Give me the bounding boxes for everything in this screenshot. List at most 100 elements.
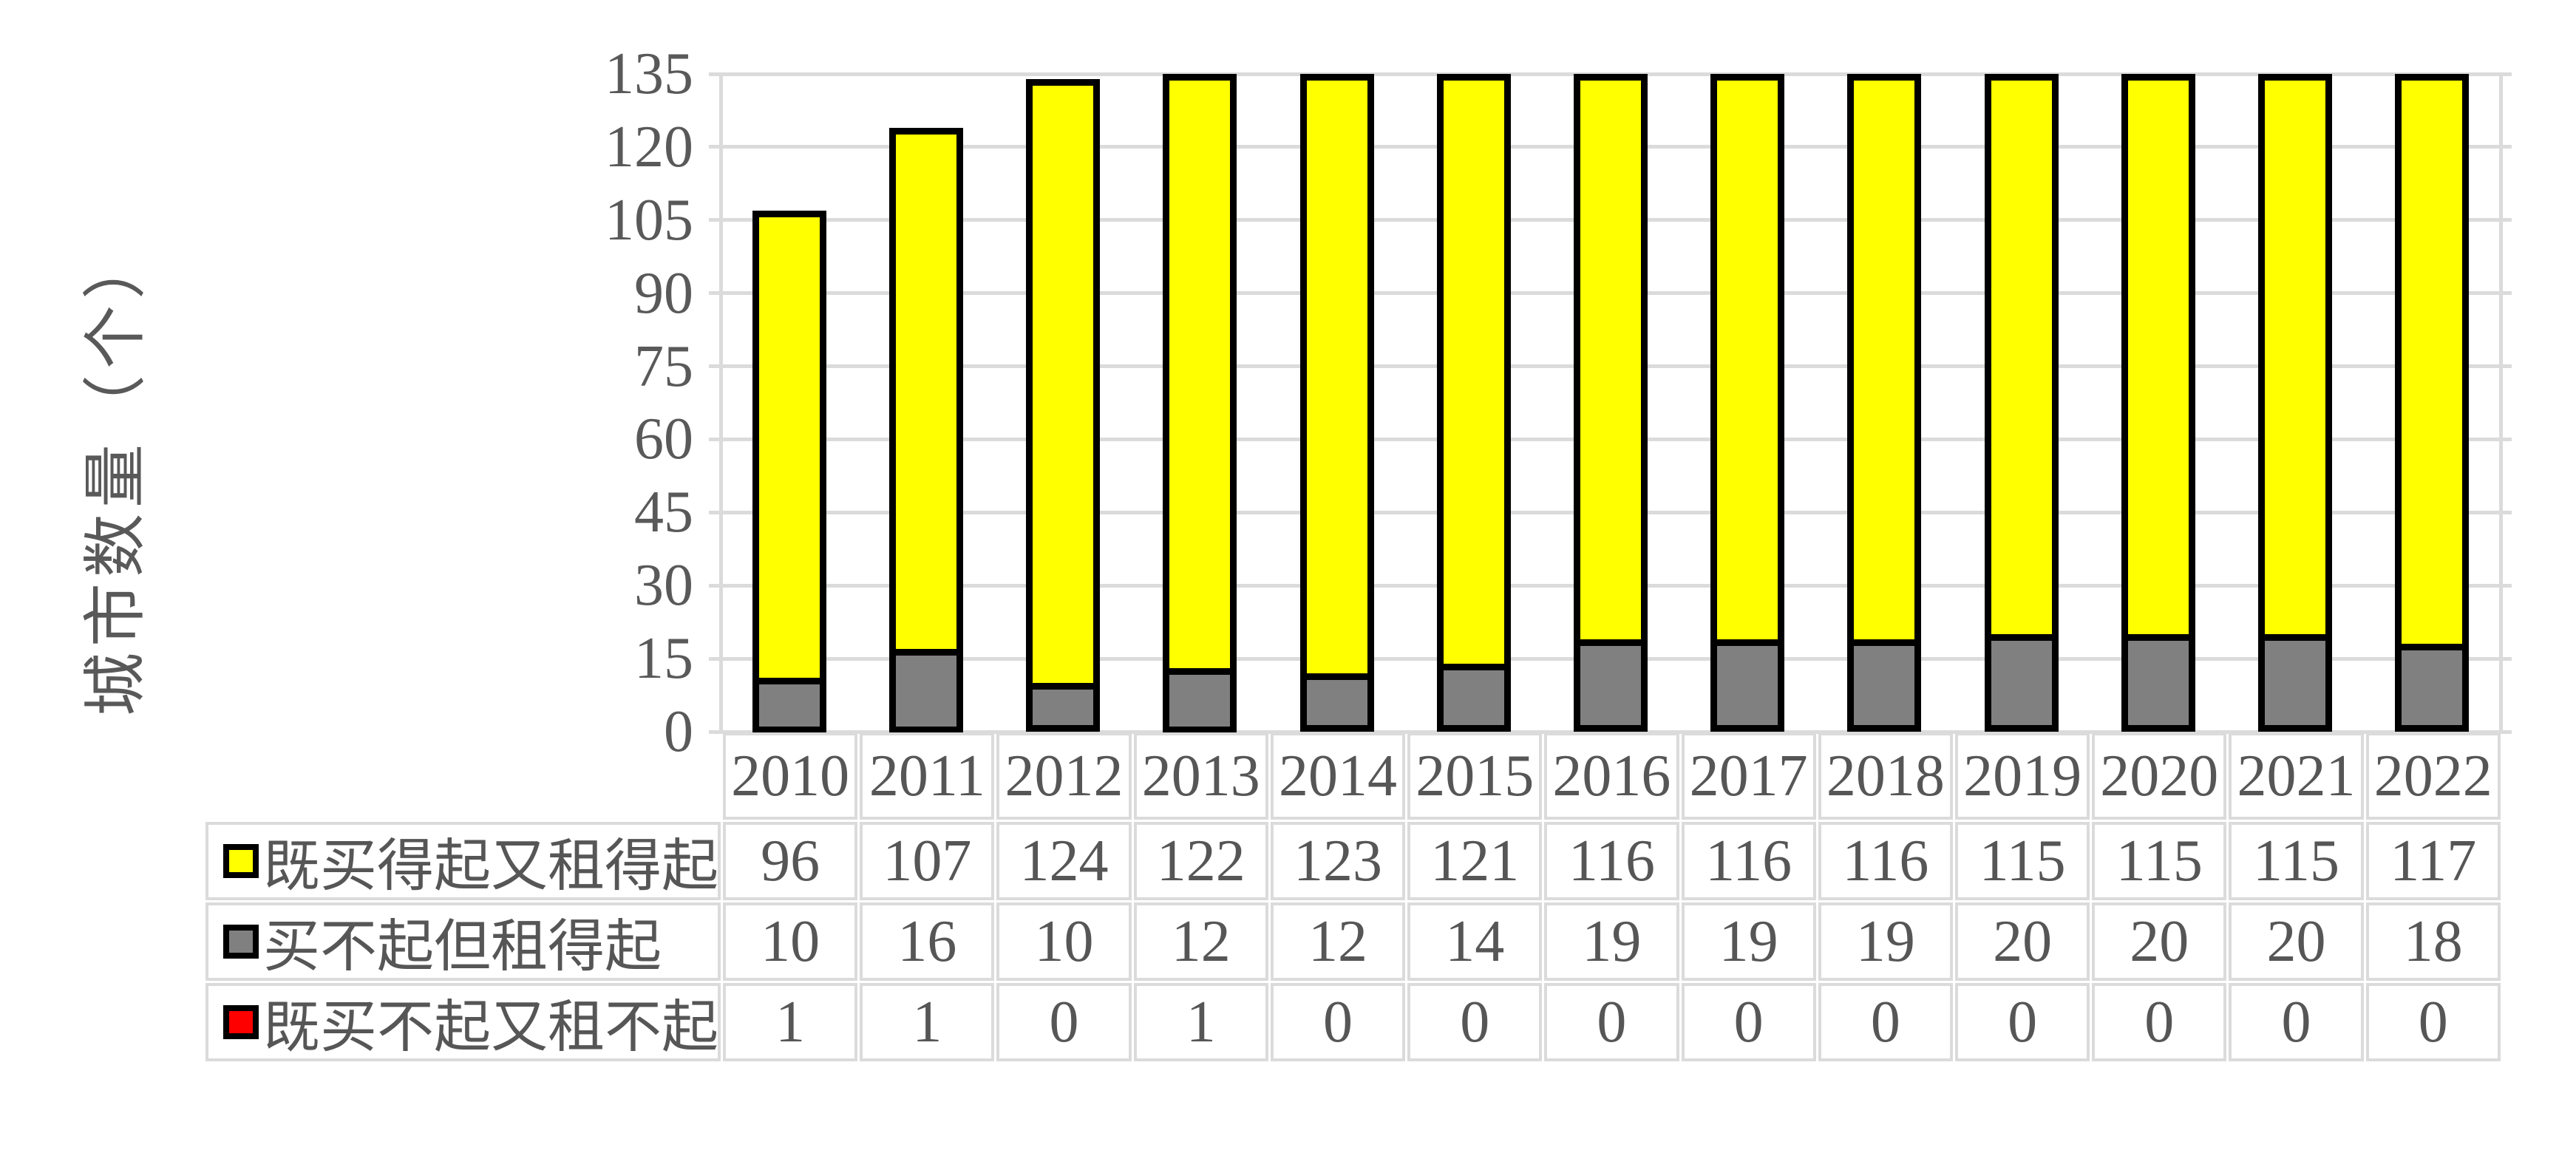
bar-segment-2018 [1847, 639, 1922, 732]
value-cell: 115 [2229, 822, 2364, 900]
bar-segment-2011 [888, 648, 963, 734]
bar-segment-2015 [1436, 663, 1511, 732]
year-header-cell: 2011 [860, 732, 995, 820]
bar-segment-2021 [2258, 634, 2333, 732]
legend-cell: 既买不起又租不起 [205, 983, 721, 1061]
bar-2010 [752, 74, 826, 734]
legend-label: 买不起但租得起 [263, 914, 662, 979]
bar-2016 [1574, 74, 1648, 732]
value-cell: 16 [860, 902, 995, 981]
value-cell: 0 [996, 983, 1132, 1061]
legend-cell: 既买得起又租得起 [205, 822, 721, 900]
y-tick-label: 120 [605, 114, 693, 180]
value-cell: 20 [2229, 902, 2364, 981]
bar-segment-2011 [888, 127, 963, 656]
bar-segment-2014 [1299, 74, 1374, 680]
y-tick-label: 15 [634, 626, 693, 692]
value-cell: 1 [860, 983, 995, 1061]
bar-segment-2019 [1984, 74, 2059, 642]
value-cell: 1 [1133, 983, 1268, 1061]
year-header-cell: 2017 [1681, 732, 1816, 820]
value-cell: 121 [1407, 822, 1543, 900]
year-header-cell: 2010 [723, 732, 858, 820]
y-axis-title: 城市数量（个） [80, 230, 152, 716]
bar-2012 [1026, 74, 1101, 732]
value-cell: 107 [860, 822, 995, 900]
y-tick-label: 90 [634, 260, 693, 326]
value-cell: 0 [2092, 983, 2227, 1061]
value-cell: 116 [1681, 822, 1816, 900]
legend-color-swatch-icon [223, 1005, 259, 1039]
year-header-cell: 2012 [996, 732, 1132, 820]
plot-right-edge-line [2499, 74, 2503, 734]
y-tick-label: 30 [634, 553, 693, 619]
value-cell: 0 [1544, 983, 1679, 1061]
bar-segment-2015 [1436, 74, 1511, 670]
bar-segment-2016 [1574, 639, 1648, 732]
bar-2011 [888, 74, 963, 734]
value-cell: 18 [2365, 902, 2501, 981]
year-header-cell: 2013 [1133, 732, 1268, 820]
value-cell: 0 [1818, 983, 1953, 1061]
bar-segment-2012 [1026, 78, 1101, 690]
y-tick-label: 105 [605, 187, 693, 253]
legend-label: 既买不起又租不起 [263, 995, 718, 1059]
bar-segment-2020 [2121, 634, 2195, 732]
bar-segment-2014 [1299, 673, 1374, 732]
year-header-cell: 2015 [1407, 732, 1543, 820]
bar-segment-2016 [1574, 74, 1648, 646]
value-cell: 124 [996, 822, 1132, 900]
legend-cell: 买不起但租得起 [205, 902, 721, 981]
bar-2017 [1710, 74, 1785, 732]
legend-color-swatch-icon [223, 844, 259, 878]
year-header-cell: 2021 [2229, 732, 2364, 820]
year-header-cell: 2016 [1544, 732, 1679, 820]
bar-2015 [1436, 74, 1511, 732]
value-cell: 19 [1818, 902, 1953, 981]
value-cell: 1 [723, 983, 858, 1061]
gridline-y0 [709, 729, 2512, 734]
bar-segment-2017 [1710, 639, 1785, 732]
bar-segment-2010 [752, 210, 826, 685]
bar-2020 [2121, 74, 2195, 732]
value-cell: 117 [2365, 822, 2501, 900]
bar-segment-2019 [1984, 634, 2059, 732]
value-cell: 0 [1681, 983, 1816, 1061]
value-cell: 0 [1270, 983, 1406, 1061]
bar-segment-2012 [1026, 683, 1101, 732]
bar-segment-2018 [1847, 74, 1922, 646]
bar-segment-2010 [752, 678, 826, 734]
bar-2019 [1984, 74, 2059, 732]
value-cell: 0 [1954, 983, 2090, 1061]
bar-segment-2022 [2395, 644, 2470, 732]
data-table: 2010 2011 2012 2013 2014 2015 2016 2017 2018 2019… [205, 732, 2501, 1061]
bar-2014 [1299, 74, 1374, 732]
value-cell: 0 [2365, 983, 2501, 1061]
bar-2013 [1163, 74, 1237, 734]
value-cell: 116 [1544, 822, 1679, 900]
value-cell: 116 [1818, 822, 1953, 900]
year-header-cell: 2022 [2365, 732, 2501, 820]
value-cell: 14 [1407, 902, 1543, 981]
value-cell: 115 [2092, 822, 2227, 900]
y-tick-label: 75 [634, 333, 693, 399]
bar-2022 [2395, 74, 2470, 732]
y-tick-label: 135 [605, 41, 693, 106]
value-cell: 19 [1544, 902, 1679, 981]
year-header-cell: 2018 [1818, 732, 1953, 820]
value-cell: 12 [1133, 902, 1268, 981]
gridline-y135 [709, 72, 2512, 76]
bar-segment-2021 [2258, 74, 2333, 642]
bar-2021 [2258, 74, 2333, 732]
value-cell: 10 [996, 902, 1132, 981]
value-cell: 0 [2229, 983, 2364, 1061]
bar-segment-2013 [1163, 668, 1237, 734]
year-header-cell: 2014 [1270, 732, 1406, 820]
value-cell: 20 [1954, 902, 2090, 981]
bar-segment-2020 [2121, 74, 2195, 642]
value-cell: 20 [2092, 902, 2227, 981]
y-tick-label: 60 [634, 407, 693, 472]
value-cell: 122 [1133, 822, 1268, 900]
y-tick-label: 0 [664, 699, 693, 764]
